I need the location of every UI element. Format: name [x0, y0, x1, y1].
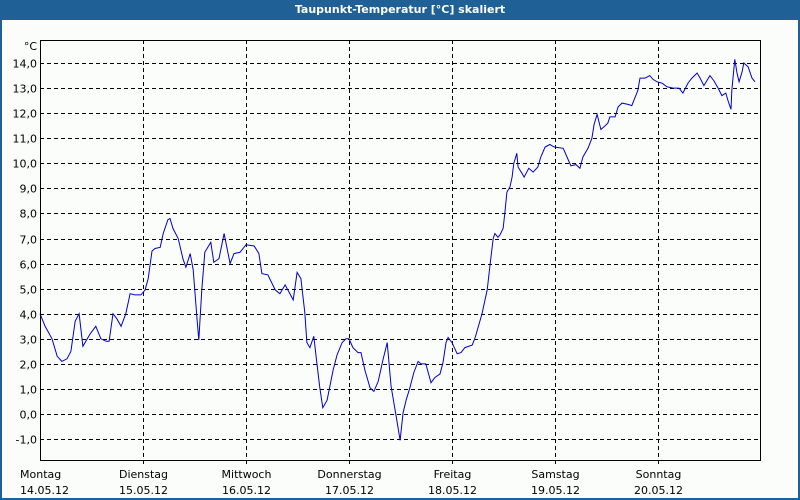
x-tick-day: Freitag [434, 468, 472, 481]
y-tick-label: 3,0 [20, 334, 38, 347]
y-tick-label: -1,0 [16, 434, 37, 447]
x-tick-day: Donnerstag [317, 468, 381, 481]
x-tick-day: Montag [20, 468, 61, 481]
y-tick-label: 2,0 [20, 359, 38, 372]
x-tick-date: 20.05.12 [634, 484, 683, 497]
y-tick-label: 6,0 [20, 259, 38, 272]
plot-frame [40, 40, 761, 461]
y-tick-label: 4,0 [20, 309, 38, 322]
x-axis: Montag 14.05.12 Dienstag 15.05.12 Mittwoch 16… [20, 468, 683, 497]
y-tick-label: 11,0 [13, 133, 38, 146]
y-tick-label: 1,0 [20, 384, 38, 397]
y-tick-label: 10,0 [13, 158, 38, 171]
dew-point-chart: 14,0 13,0 12,0 11,0 10,0 9,0 8,0 7,0 6,0 5,0 4,0 3,… [13, 40, 761, 497]
x-tick-date: 15.05.12 [119, 484, 168, 497]
gridlines [40, 40, 760, 466]
y-tick-label: 13,0 [13, 83, 38, 96]
x-tick-day: Sonntag [636, 468, 682, 481]
y-tick-label: 5,0 [20, 284, 38, 297]
y-axis: 14,0 13,0 12,0 11,0 10,0 9,0 8,0 7,0 6,0 5,0 4,0 3,… [13, 58, 38, 447]
x-tick-date: 16.05.12 [222, 484, 271, 497]
window-title: Taupunkt-Temperatur [°C] skaliert [294, 3, 506, 16]
y-tick-label: 9,0 [20, 183, 38, 196]
chart-canvas: 14,0 13,0 12,0 11,0 10,0 9,0 8,0 7,0 6,0 5,0 4,0 3,… [2, 20, 798, 498]
x-tick-date: 14.05.12 [20, 484, 69, 497]
y-unit-label: °C [24, 40, 38, 53]
x-tick-day: Dienstag [119, 468, 168, 481]
y-tick-label: 14,0 [13, 58, 38, 71]
x-tick-date: 17.05.12 [325, 484, 374, 497]
x-tick-day: Mittwoch [222, 468, 272, 481]
x-tick-day: Samstag [531, 468, 579, 481]
y-tick-label: 12,0 [13, 108, 38, 121]
y-tick-label: 7,0 [20, 234, 38, 247]
y-tick-label: 8,0 [20, 208, 38, 221]
dew-point-line [39, 59, 756, 441]
x-tick-date: 18.05.12 [428, 484, 477, 497]
x-tick-date: 19.05.12 [531, 484, 580, 497]
y-tick-label: 0,0 [20, 409, 38, 422]
